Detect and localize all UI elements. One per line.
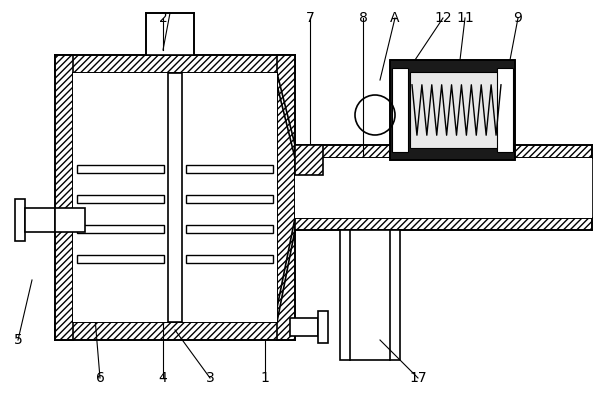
Bar [77, 225, 164, 233]
Bar [295, 145, 592, 158]
Bar [15, 199, 25, 241]
Bar [295, 218, 592, 230]
Bar [73, 73, 277, 322]
Bar [392, 68, 408, 152]
Text: 1: 1 [261, 371, 270, 385]
Text: 4: 4 [158, 371, 167, 385]
Bar [186, 165, 273, 173]
Bar [295, 158, 592, 218]
Text: 5: 5 [14, 333, 22, 347]
Bar [77, 195, 164, 203]
Bar [390, 60, 515, 160]
Bar [55, 322, 295, 340]
Text: 3: 3 [206, 371, 214, 385]
Bar [497, 68, 513, 152]
Bar [295, 145, 323, 175]
Bar [277, 55, 295, 340]
Bar [410, 72, 503, 148]
Text: 6: 6 [96, 371, 105, 385]
Text: 7: 7 [306, 11, 315, 25]
Text: 2: 2 [158, 11, 167, 25]
Bar [146, 13, 194, 55]
Text: 12: 12 [434, 11, 452, 25]
Bar [77, 165, 164, 173]
Text: 11: 11 [456, 11, 474, 25]
Bar [186, 255, 273, 263]
Text: A: A [390, 11, 399, 25]
Bar [186, 225, 273, 233]
Bar [55, 55, 73, 340]
Bar [25, 208, 55, 232]
Bar [290, 318, 318, 336]
Bar [318, 311, 328, 343]
Text: 9: 9 [514, 11, 523, 25]
Bar [55, 55, 295, 73]
Bar [186, 195, 273, 203]
Text: 8: 8 [359, 11, 367, 25]
Text: 17: 17 [409, 371, 427, 385]
Bar [340, 230, 400, 360]
Bar [168, 73, 182, 322]
Bar [55, 208, 85, 232]
Bar [390, 60, 515, 160]
Bar [77, 255, 164, 263]
